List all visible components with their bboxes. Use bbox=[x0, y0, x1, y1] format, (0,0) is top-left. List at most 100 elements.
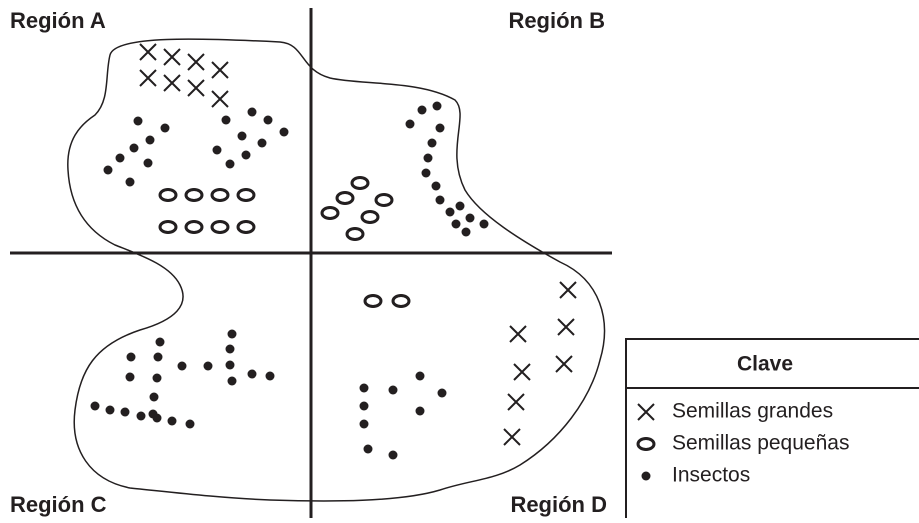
insect bbox=[227, 376, 237, 386]
insect bbox=[431, 181, 441, 191]
insect bbox=[427, 138, 437, 148]
insect bbox=[359, 383, 369, 393]
insect bbox=[136, 411, 146, 421]
small-seed bbox=[636, 437, 656, 451]
insect bbox=[105, 405, 115, 415]
region-label: Región C bbox=[10, 492, 107, 517]
insect bbox=[133, 116, 143, 126]
insect bbox=[227, 329, 237, 339]
insect bbox=[126, 352, 136, 362]
insect bbox=[265, 371, 275, 381]
insect bbox=[203, 361, 213, 371]
insect bbox=[225, 344, 235, 354]
insect bbox=[435, 195, 445, 205]
small-seed bbox=[210, 220, 230, 234]
large-seed bbox=[187, 53, 205, 71]
insect bbox=[152, 413, 162, 423]
insect bbox=[185, 419, 195, 429]
small-seed bbox=[158, 220, 178, 234]
key-item: Semillas pequeñas bbox=[672, 432, 849, 455]
insect bbox=[437, 388, 447, 398]
large-seed bbox=[163, 74, 181, 92]
insect bbox=[221, 115, 231, 125]
insect bbox=[432, 101, 442, 111]
large-seed bbox=[559, 281, 577, 299]
large-seed bbox=[557, 318, 575, 336]
symbols bbox=[90, 43, 656, 481]
insect bbox=[247, 369, 257, 379]
insect bbox=[641, 471, 651, 481]
insect bbox=[405, 119, 415, 129]
large-seed bbox=[211, 61, 229, 79]
region-label: Región D bbox=[510, 492, 607, 517]
insect bbox=[129, 143, 139, 153]
small-seed bbox=[236, 220, 256, 234]
key-title: Clave bbox=[737, 353, 793, 376]
insect bbox=[257, 138, 267, 148]
small-seed bbox=[350, 176, 370, 190]
small-seed bbox=[236, 188, 256, 202]
key-item: Semillas grandes bbox=[672, 400, 833, 423]
insect bbox=[247, 107, 257, 117]
insect bbox=[421, 168, 431, 178]
small-seed bbox=[345, 227, 365, 241]
small-seed bbox=[374, 193, 394, 207]
small-seed bbox=[360, 210, 380, 224]
insect bbox=[363, 444, 373, 454]
insect bbox=[359, 401, 369, 411]
large-seed bbox=[637, 403, 655, 421]
insect bbox=[388, 385, 398, 395]
insect bbox=[241, 150, 251, 160]
large-seed bbox=[139, 69, 157, 87]
insect bbox=[237, 131, 247, 141]
insect bbox=[152, 373, 162, 383]
small-seed bbox=[320, 206, 340, 220]
insect bbox=[167, 416, 177, 426]
key-box bbox=[625, 338, 919, 523]
insect bbox=[125, 372, 135, 382]
insect bbox=[465, 213, 475, 223]
insect bbox=[103, 165, 113, 175]
insect bbox=[143, 158, 153, 168]
insect bbox=[359, 419, 369, 429]
insect bbox=[435, 123, 445, 133]
insect bbox=[417, 105, 427, 115]
insect bbox=[415, 371, 425, 381]
large-seed bbox=[187, 79, 205, 97]
insect bbox=[225, 159, 235, 169]
insect bbox=[263, 115, 273, 125]
large-seed bbox=[503, 428, 521, 446]
insect bbox=[279, 127, 289, 137]
insect bbox=[225, 360, 235, 370]
region-label: Región A bbox=[10, 8, 106, 33]
small-seed bbox=[391, 294, 411, 308]
region-label: Región B bbox=[508, 8, 605, 33]
insect bbox=[451, 219, 461, 229]
small-seed bbox=[335, 191, 355, 205]
insect bbox=[177, 361, 187, 371]
insect bbox=[90, 401, 100, 411]
insect bbox=[461, 227, 471, 237]
insect bbox=[388, 450, 398, 460]
large-seed bbox=[555, 355, 573, 373]
insect bbox=[145, 135, 155, 145]
insect bbox=[160, 123, 170, 133]
large-seed bbox=[513, 363, 531, 381]
large-seed bbox=[507, 393, 525, 411]
island-outline bbox=[67, 38, 606, 502]
key-item: Insectos bbox=[672, 464, 750, 487]
insect bbox=[120, 407, 130, 417]
insect bbox=[445, 207, 455, 217]
insect bbox=[149, 392, 159, 402]
insect bbox=[125, 177, 135, 187]
large-seed bbox=[211, 90, 229, 108]
insect bbox=[479, 219, 489, 229]
small-seed bbox=[363, 294, 383, 308]
insect bbox=[455, 201, 465, 211]
insect bbox=[115, 153, 125, 163]
insect bbox=[415, 406, 425, 416]
insect bbox=[153, 352, 163, 362]
small-seed bbox=[158, 188, 178, 202]
